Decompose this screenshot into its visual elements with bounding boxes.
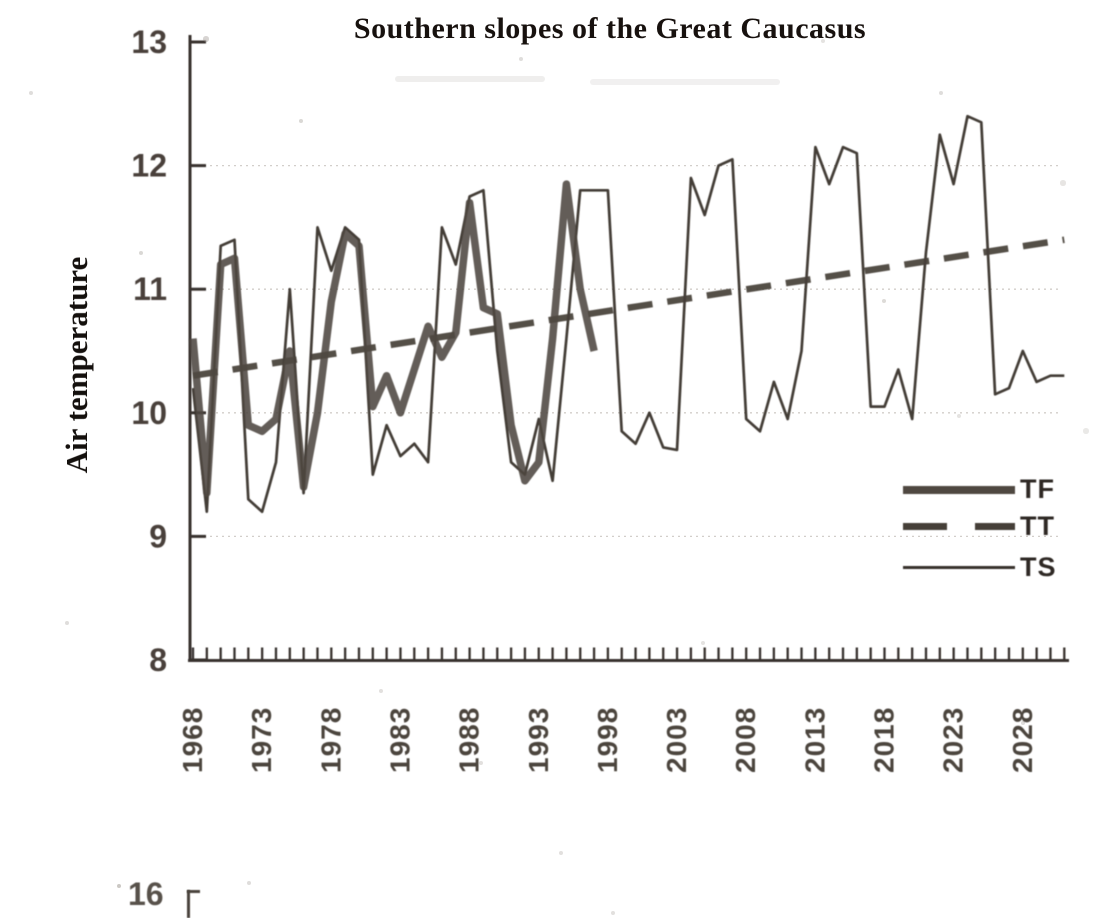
series-layer	[189, 114, 1065, 514]
x-tick-label-1993: 1993	[523, 707, 554, 773]
legend-item-tf: TF	[903, 476, 1103, 503]
y-tick-label-10: 10	[131, 395, 167, 431]
x-tick-label-2008: 2008	[730, 707, 761, 773]
legend-item-tt: TT	[903, 513, 1103, 540]
next-chart-axis-corner	[187, 890, 190, 918]
x-tick-label-2028: 2028	[1007, 707, 1038, 773]
ts-line-sample	[903, 566, 1015, 569]
tf-line-sample	[903, 485, 1015, 494]
axis-layer	[188, 35, 1069, 662]
legend-label-tf: TF	[1020, 474, 1055, 504]
legend-label-tt: TT	[1020, 511, 1055, 541]
x-tick-label-1988: 1988	[454, 707, 485, 773]
x-tick-label-2023: 2023	[938, 707, 969, 773]
legend-label-ts: TS	[1020, 552, 1057, 582]
series-ts-line	[191, 114, 1065, 514]
scan-smudge	[395, 76, 545, 82]
next-chart-axis-tick	[187, 890, 200, 893]
series-tf-line	[189, 180, 598, 497]
y-tick-label-9: 9	[149, 518, 167, 554]
legend-item-ts: TS	[903, 554, 1103, 581]
chart-title: Southern slopes of the Great Caucasus	[353, 12, 867, 45]
x-tick-label-2003: 2003	[661, 707, 692, 773]
x-tick-label-1978: 1978	[315, 707, 346, 773]
tick-label-layer: 13 12 11 10 9 8 1968 1973 1978 1983 1988 1993 1998 20…	[131, 24, 1037, 773]
y-tick-label-12: 12	[131, 148, 167, 184]
x-tick-label-1968: 1968	[177, 707, 208, 773]
y-tick-label-8: 8	[149, 642, 167, 678]
x-tick-label-2013: 2013	[799, 707, 830, 773]
series-tt-trend-line	[192, 236, 1065, 379]
scan-noise-speckles	[0, 0, 2, 2]
tt-line-sample	[903, 523, 1015, 530]
y-tick-label-13: 13	[131, 24, 167, 60]
x-tick-label-1983: 1983	[384, 707, 415, 773]
y-tick-label-11: 11	[133, 271, 167, 307]
next-chart-y-tick-label: 16	[128, 876, 164, 912]
x-tick-label-1998: 1998	[592, 707, 623, 773]
x-tick-label-2018: 2018	[869, 707, 900, 773]
x-tick-label-1973: 1973	[246, 707, 277, 773]
scan-smudge	[590, 79, 780, 85]
